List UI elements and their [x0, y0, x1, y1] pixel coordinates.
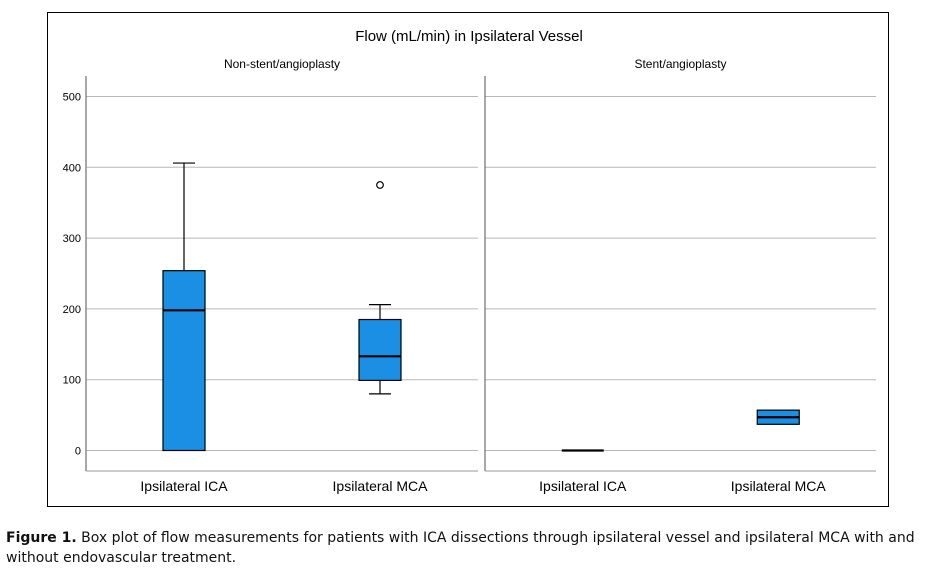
chart-frame: Flow (mL/min) in Ipsilateral Vessel 0 100 2…: [47, 12, 889, 507]
y-tick-label: 200: [63, 304, 81, 316]
y-tick-label: 300: [63, 233, 81, 245]
category-label: Ipsilateral ICA: [539, 478, 627, 494]
y-tick-label: 400: [63, 162, 81, 174]
y-tick-label: 100: [63, 375, 81, 387]
outlier-point: [376, 181, 384, 189]
box: [358, 318, 402, 382]
panel-label: Non-stent/angioplasty: [224, 57, 340, 71]
y-tick-label: 500: [63, 92, 81, 104]
figure-caption: Figure 1. Box plot of flow measurements …: [6, 528, 936, 568]
category-label: Ipsilateral MCA: [333, 478, 429, 494]
figure-caption-text: Box plot of flow measurements for patien…: [6, 530, 915, 566]
category-label: Ipsilateral ICA: [140, 478, 228, 494]
box-plot-chart: Flow (mL/min) in Ipsilateral Vessel 0 100 2…: [63, 28, 876, 494]
figure-label: Figure 1.: [6, 530, 77, 546]
y-tick-label: 0: [75, 446, 81, 458]
panel-label: Stent/angioplasty: [634, 57, 726, 71]
box: [162, 270, 206, 452]
category-label: Ipsilateral MCA: [731, 478, 827, 494]
chart-title: Flow (mL/min) in Ipsilateral Vessel: [355, 28, 583, 45]
